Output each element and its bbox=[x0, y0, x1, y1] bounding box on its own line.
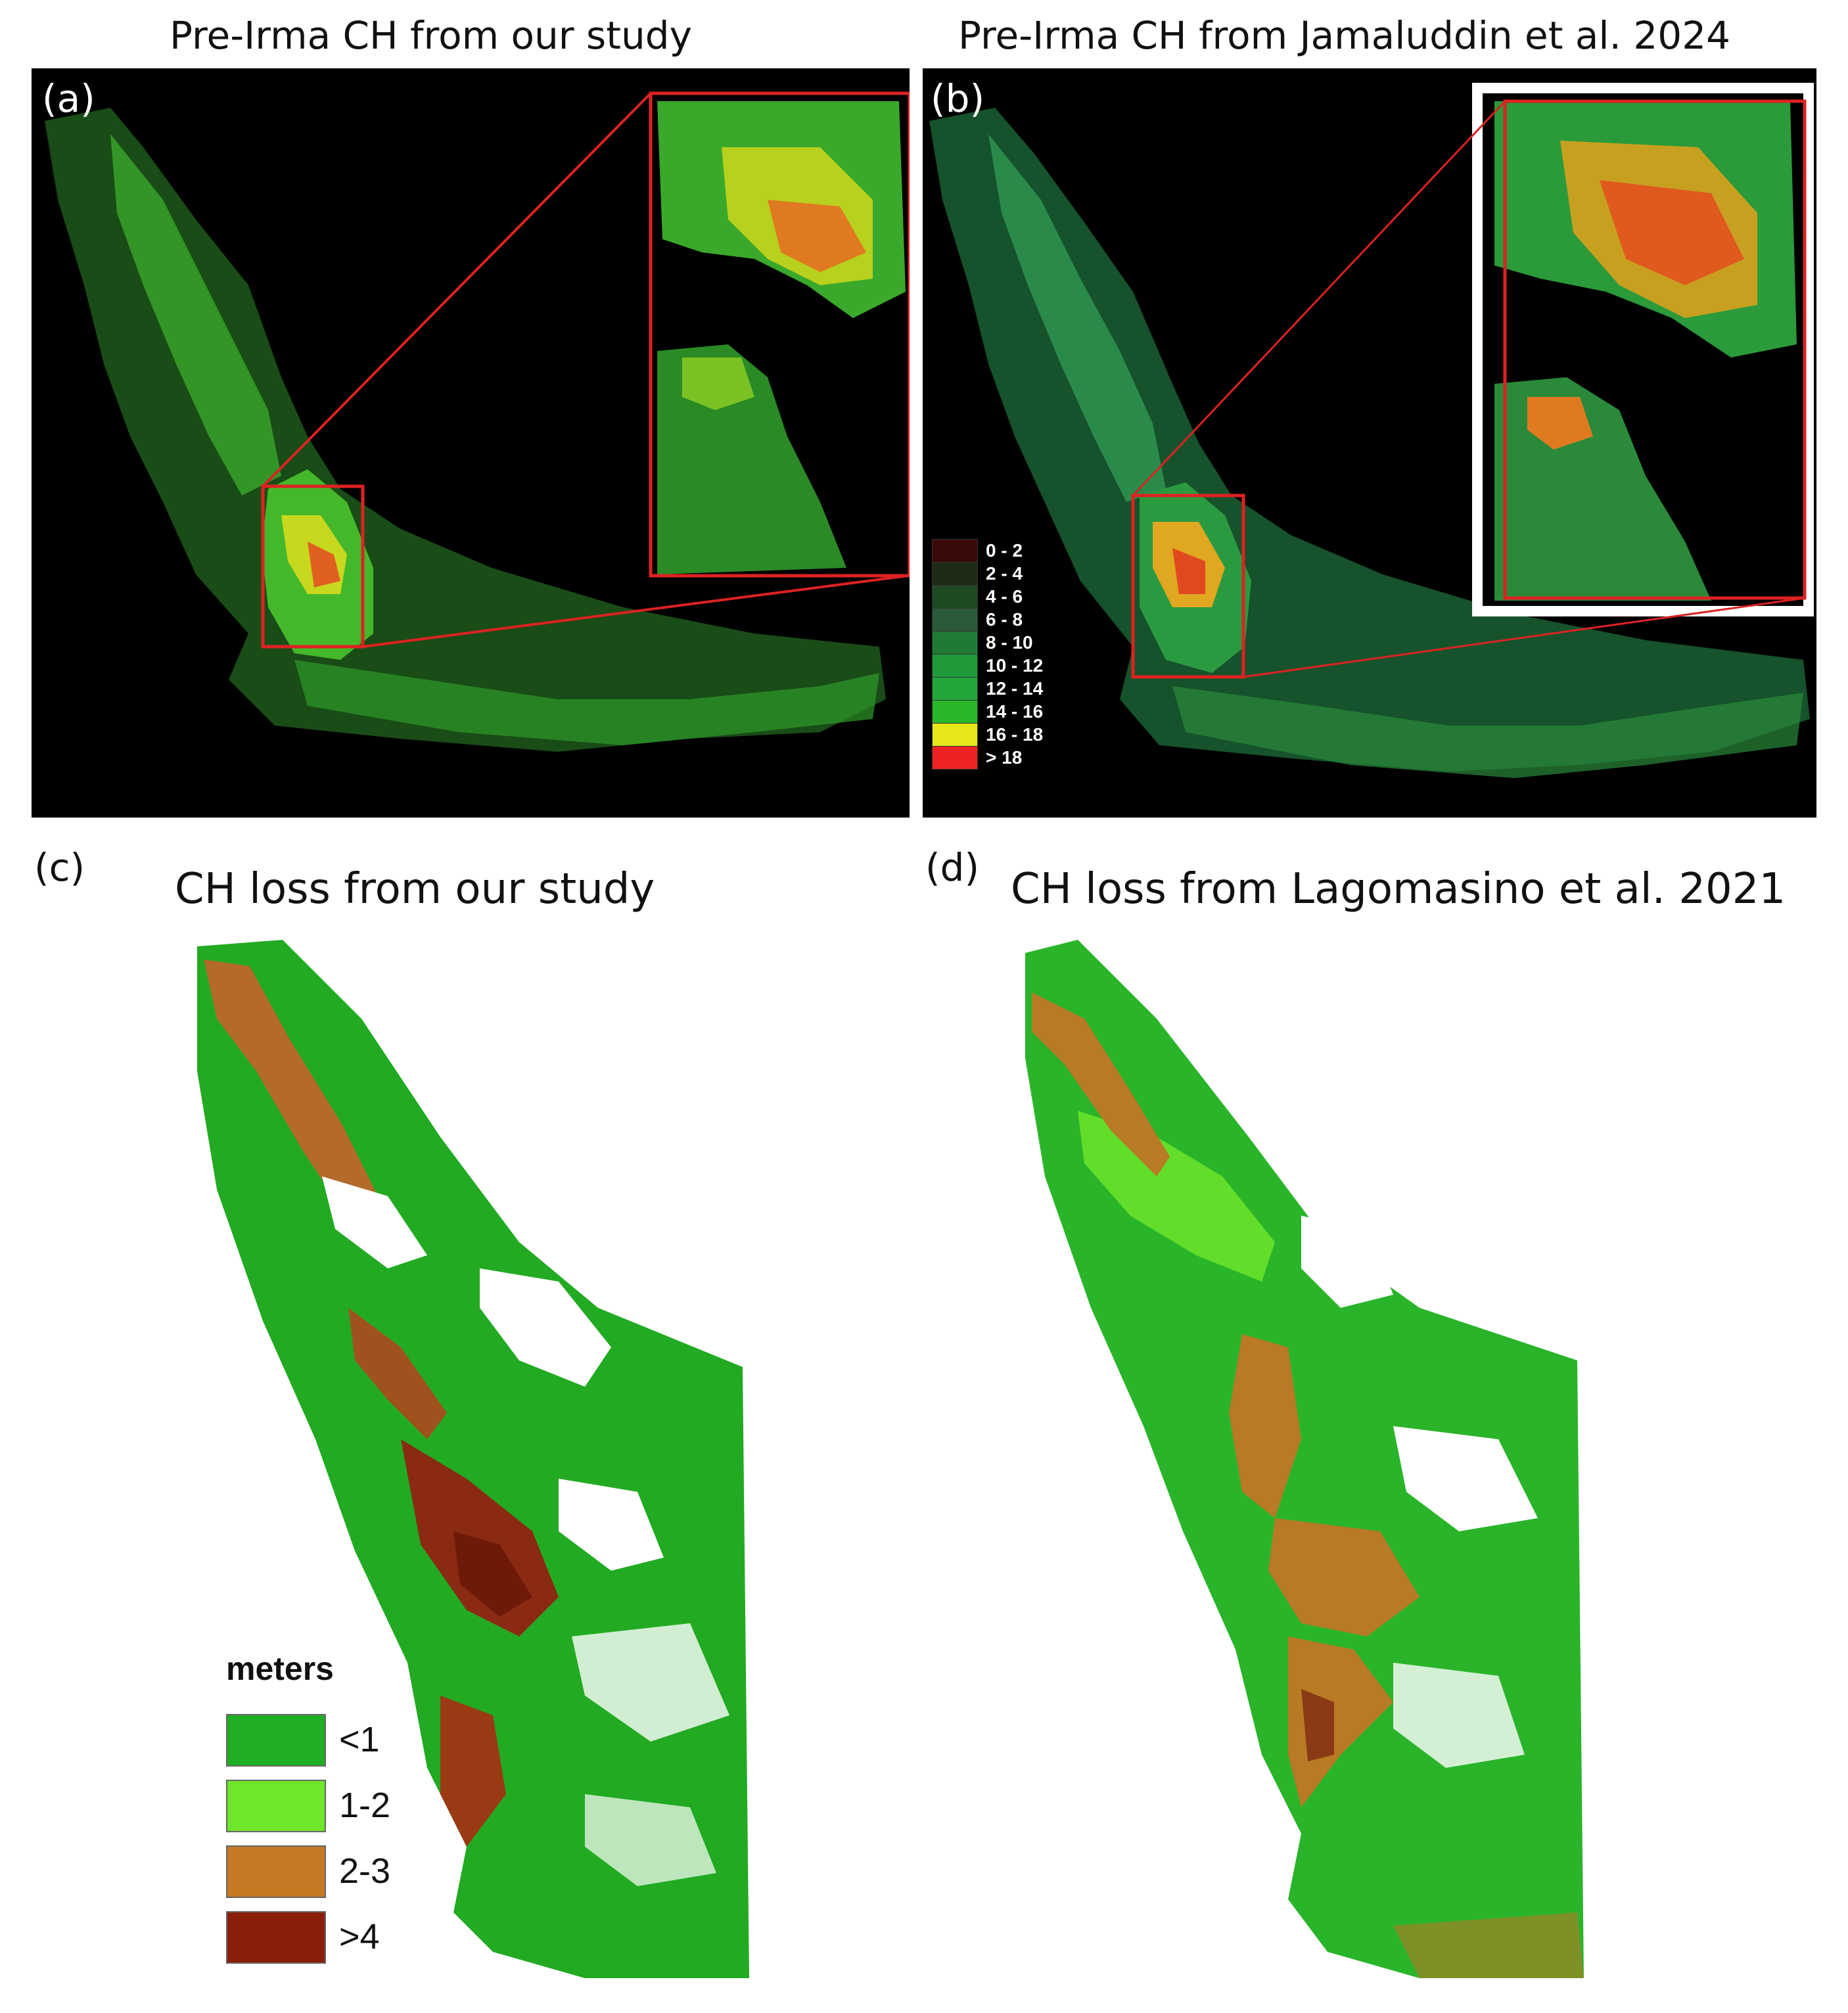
legend-b-item: > 18 bbox=[932, 746, 1063, 770]
canopy-loss-map-d bbox=[1025, 940, 1584, 1978]
legend-b-swatch bbox=[932, 608, 978, 632]
legend-b-item: 6 - 8 bbox=[932, 608, 1063, 632]
legend-c-label: <1 bbox=[339, 1720, 380, 1759]
legend-b-swatch bbox=[932, 723, 978, 747]
legend-b-item: 10 - 12 bbox=[932, 654, 1063, 678]
legend-c-title: meters bbox=[226, 1650, 334, 1687]
map-panel-a: (a) bbox=[32, 68, 910, 818]
legend-c-swatch bbox=[226, 1714, 326, 1767]
legend-b-swatch bbox=[932, 631, 978, 655]
legend-b-label: 2 - 4 bbox=[986, 563, 1023, 584]
canopy-height-map-a bbox=[45, 91, 910, 752]
legend-c-label: >4 bbox=[339, 1917, 380, 1956]
legend-b-label: 16 - 18 bbox=[986, 724, 1044, 745]
legend-c-item: 2-3 bbox=[222, 1845, 419, 1905]
legend-b-label: 14 - 16 bbox=[986, 701, 1044, 722]
legend-b-item: 8 - 10 bbox=[932, 631, 1063, 655]
legend-panel-b: 0 - 2 2 - 4 4 - 6 6 - 8 8 - 10 10 - 12 1… bbox=[932, 539, 1063, 777]
legend-b-label: > 18 bbox=[986, 747, 1023, 768]
legend-panel-c: meters <1 1-2 2-3 >4 bbox=[222, 1650, 419, 1965]
panel-c-title: CH loss from our study bbox=[175, 865, 655, 914]
panel-a-letter: (a) bbox=[42, 76, 95, 121]
legend-b-swatch bbox=[932, 562, 978, 586]
legend-c-item: <1 bbox=[222, 1714, 419, 1773]
legend-b-swatch bbox=[932, 677, 978, 701]
panel-b-title: Pre-Irma CH from Jamaluddin et al. 2024 bbox=[958, 13, 1731, 58]
panel-b-letter: (b) bbox=[931, 76, 985, 121]
legend-b-label: 0 - 2 bbox=[986, 540, 1023, 561]
legend-c-label: 2-3 bbox=[339, 1851, 391, 1891]
legend-b-label: 8 - 10 bbox=[986, 632, 1033, 653]
legend-b-item: 4 - 6 bbox=[932, 585, 1063, 609]
map-panel-d bbox=[1025, 940, 1590, 1978]
legend-b-label: 4 - 6 bbox=[986, 586, 1023, 607]
map-panel-b: (b) bbox=[923, 68, 1816, 818]
legend-c-swatch bbox=[226, 1911, 326, 1964]
legend-b-item: 0 - 2 bbox=[932, 539, 1063, 563]
legend-b-label: 6 - 8 bbox=[986, 609, 1023, 630]
legend-c-swatch bbox=[226, 1780, 326, 1832]
legend-b-label: 12 - 14 bbox=[986, 678, 1044, 699]
canopy-height-map-b bbox=[929, 83, 1814, 778]
panel-a-title: Pre-Irma CH from our study bbox=[170, 13, 692, 58]
panel-c-letter: (c) bbox=[34, 845, 85, 890]
legend-b-item: 16 - 18 bbox=[932, 723, 1063, 747]
legend-b-swatch bbox=[932, 746, 978, 770]
legend-b-label: 10 - 12 bbox=[986, 655, 1044, 676]
legend-b-item: 12 - 14 bbox=[932, 677, 1063, 701]
legend-b-item: 2 - 4 bbox=[932, 562, 1063, 586]
map-panel-c bbox=[191, 940, 756, 1978]
panel-d-title: CH loss from Lagomasino et al. 2021 bbox=[1011, 865, 1786, 914]
panel-d-letter: (d) bbox=[925, 845, 980, 890]
legend-b-swatch bbox=[932, 585, 978, 609]
legend-c-swatch bbox=[226, 1845, 326, 1898]
canopy-loss-map-c bbox=[197, 940, 749, 1978]
legend-b-item: 14 - 16 bbox=[932, 700, 1063, 724]
legend-b-swatch bbox=[932, 700, 978, 724]
legend-b-swatch bbox=[932, 539, 978, 563]
legend-c-label: 1-2 bbox=[339, 1786, 391, 1825]
legend-c-item: >4 bbox=[222, 1911, 419, 1970]
legend-b-swatch bbox=[932, 654, 978, 678]
legend-c-item: 1-2 bbox=[222, 1780, 419, 1839]
